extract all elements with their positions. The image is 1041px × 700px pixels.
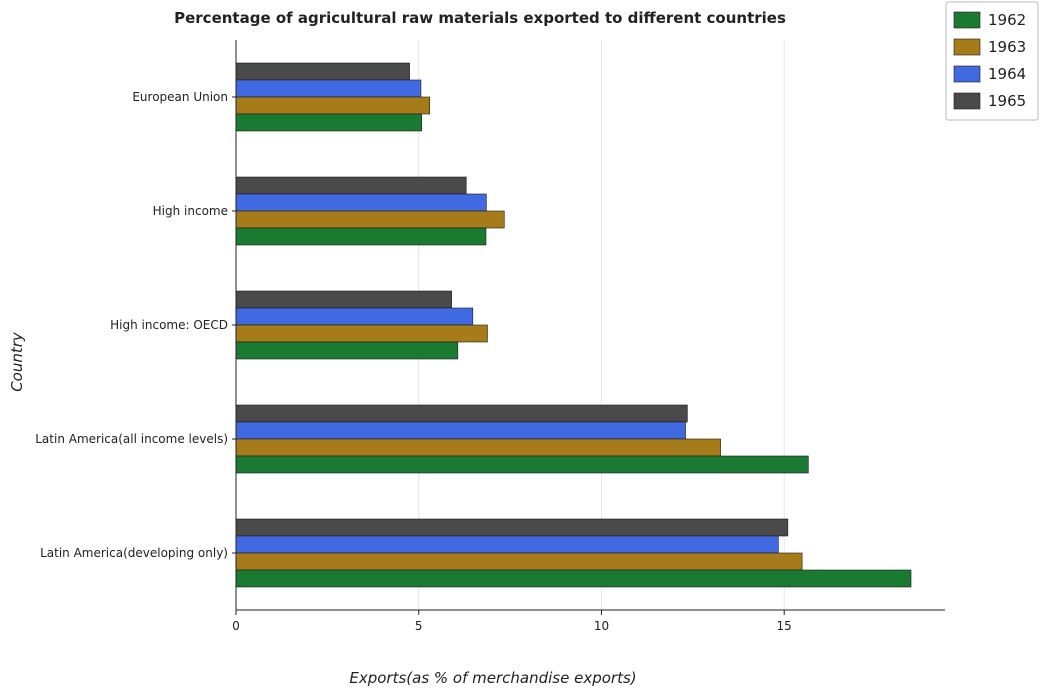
bar-1964 — [235, 421, 686, 440]
bar-1965 — [235, 176, 467, 195]
bar-1963 — [235, 96, 430, 115]
legend-label-1965: 1965 — [988, 92, 1026, 110]
bar-1964 — [235, 193, 487, 212]
legend-label-1964: 1964 — [988, 65, 1026, 83]
bar-1962 — [235, 113, 422, 132]
chart-title: Percentage of agricultural raw materials… — [174, 9, 786, 27]
legend-swatch-1962 — [953, 11, 981, 29]
bar-1964 — [235, 307, 474, 326]
x-tick-label: 10 — [594, 619, 609, 633]
legend-label-1962: 1962 — [988, 11, 1026, 29]
y-axis-label: Country — [8, 331, 26, 392]
bar-1963 — [235, 324, 488, 343]
x-tick-label: 15 — [777, 619, 792, 633]
x-tick-label: 5 — [415, 619, 423, 633]
bar-1963 — [235, 438, 721, 457]
bar-1962 — [235, 227, 487, 246]
legend: 1962 1963 1964 1965 — [945, 1, 1039, 121]
y-tick-label: European Union — [132, 90, 228, 104]
y-tick-label: Latin America(all income levels) — [35, 432, 228, 446]
bars — [235, 62, 912, 588]
bar-1965 — [235, 290, 452, 309]
bar-1963 — [235, 552, 803, 571]
bar-1964 — [235, 535, 779, 554]
y-tick-label: Latin America(developing only) — [40, 546, 228, 560]
x-tick-label: 0 — [232, 619, 240, 633]
bar-1963 — [235, 210, 505, 229]
bar-1962 — [235, 569, 912, 588]
legend-swatch-1964 — [953, 65, 981, 83]
x-axis-label: Exports(as % of merchandise exports) — [349, 669, 636, 687]
y-tick-label: High income: OECD — [110, 318, 228, 332]
bar-1962 — [235, 341, 459, 360]
bar-1962 — [235, 455, 809, 474]
y-tick-label: High income — [153, 204, 228, 218]
bar-1965 — [235, 518, 789, 537]
bar-1965 — [235, 404, 688, 423]
legend-label-1963: 1963 — [988, 38, 1026, 56]
bar-1964 — [235, 79, 422, 98]
bar-1965 — [235, 62, 410, 81]
legend-swatch-1965 — [953, 92, 981, 110]
axes: European Union High income High income: OE… — [35, 40, 945, 633]
legend-box — [945, 1, 1039, 121]
legend-swatch-1963 — [953, 38, 981, 56]
